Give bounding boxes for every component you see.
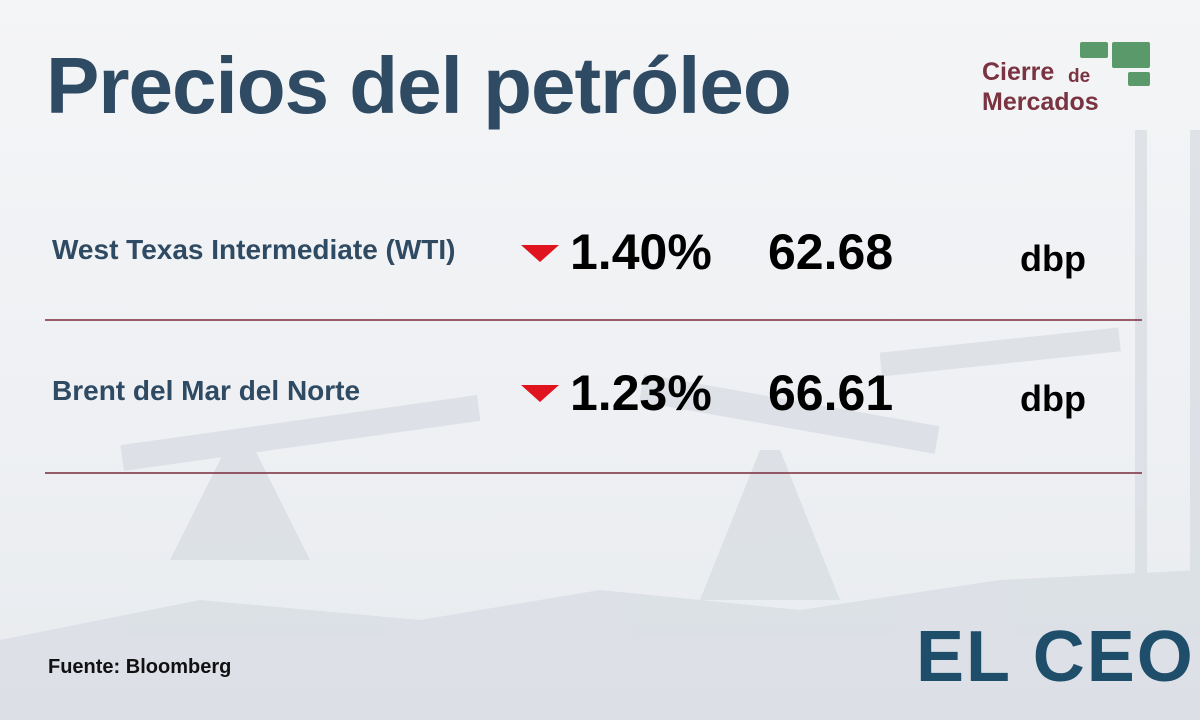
row-name: Brent del Mar del Norte bbox=[52, 375, 361, 406]
row-unit: dbp bbox=[1020, 378, 1086, 419]
row-change: 1.40% bbox=[570, 224, 712, 280]
badge-text: Mercados bbox=[982, 88, 1099, 116]
badge-text: de bbox=[1068, 66, 1091, 87]
row-name: West Texas Intermediate (WTI) bbox=[52, 234, 456, 265]
row-unit: dbp bbox=[1020, 238, 1086, 279]
down-arrow bbox=[521, 245, 559, 262]
row-price: 62.68 bbox=[768, 224, 894, 280]
source: Fuente: Bloomberg bbox=[48, 656, 232, 678]
row-price: 66.61 bbox=[768, 365, 894, 421]
row-change: 1.23% bbox=[570, 365, 712, 421]
badge-text: Cierre bbox=[982, 58, 1055, 86]
title: Precios del petróleo bbox=[46, 41, 792, 130]
logo: EL CEO bbox=[916, 617, 1195, 697]
down-arrow bbox=[521, 385, 559, 402]
